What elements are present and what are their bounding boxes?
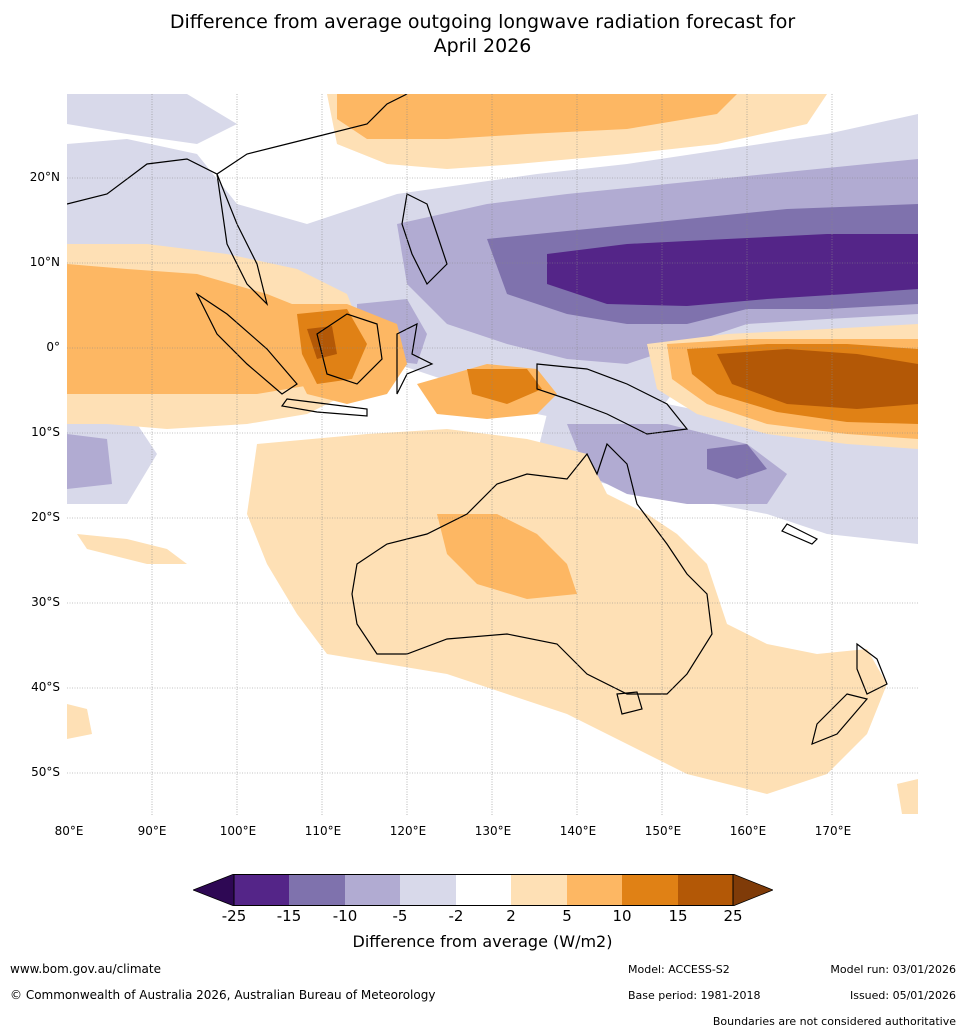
- colorbar-tick: 5: [562, 907, 572, 925]
- lat-label-30s: 30°S: [31, 595, 60, 609]
- lat-label-10n: 10°N: [29, 255, 60, 269]
- footer-copyright: © Commonwealth of Australia 2026, Austra…: [10, 988, 436, 1002]
- footer-disclaimer: Boundaries are not considered authoritat…: [712, 1015, 956, 1028]
- colorbar-bin-n15-10: [289, 874, 345, 906]
- lon-label-100e: 100°E: [219, 824, 257, 838]
- footer-base-period: Base period: 1981-2018: [628, 989, 761, 1002]
- lat-label-10s: 10°S: [31, 425, 60, 439]
- title-line-2: April 2026: [433, 35, 532, 57]
- lon-label-90e: 90°E: [137, 824, 167, 838]
- colorbar-tick: -15: [276, 907, 302, 925]
- lat-label-50s: 50°S: [31, 765, 60, 779]
- chart-title: Difference from average outgoing longwav…: [0, 10, 965, 58]
- colorbar-tick: 10: [612, 907, 632, 925]
- colorbar-under-arrow: [193, 874, 235, 906]
- lon-label-140e: 140°E: [559, 824, 597, 838]
- lon-label-80e: 80°E: [54, 824, 84, 838]
- colorbar-bin-p5-10: [567, 874, 622, 906]
- colorbar-title: Difference from average (W/m2): [352, 932, 613, 951]
- colorbar-bin-n10-5: [345, 874, 400, 906]
- colorbar-bin-p2-5: [511, 874, 567, 906]
- colorbar-tick: 25: [723, 907, 743, 925]
- anomaly-n25-15-regions: [547, 234, 918, 306]
- colorbar-bin-n2-2: [456, 874, 511, 906]
- gridlines: [67, 94, 918, 816]
- lon-label-120e: 120°E: [389, 824, 427, 838]
- lon-label-160e: 160°E: [729, 824, 767, 838]
- lat-label-20s: 20°S: [31, 510, 60, 524]
- anomaly-map: [67, 94, 918, 816]
- colorbar-tick: 2: [506, 907, 516, 925]
- lon-label-110e: 110°E: [304, 824, 342, 838]
- colorbar-tick: -25: [221, 907, 247, 925]
- colorbar-tick: 15: [668, 907, 688, 925]
- title-line-1: Difference from average outgoing longwav…: [169, 11, 796, 33]
- lon-label-130e: 130°E: [474, 824, 512, 838]
- footer-website[interactable]: www.bom.gov.au/climate: [10, 962, 161, 976]
- footer-issued: Issued: 05/01/2026: [849, 989, 956, 1002]
- lat-label-20n: 20°N: [29, 170, 60, 184]
- colorbar-bin-n25-15: [234, 874, 289, 906]
- colorbar-bin-n5-2: [400, 874, 456, 906]
- lat-label-0: 0°: [46, 340, 60, 354]
- colorbar-bin-p15-25: [678, 874, 733, 906]
- lat-label-40s: 40°S: [31, 680, 60, 694]
- colorbar-over-arrow: [732, 874, 773, 906]
- footer-model: Model: ACCESS-S2: [628, 963, 730, 976]
- lon-label-150e: 150°E: [644, 824, 682, 838]
- colorbar-tick: -10: [332, 907, 358, 925]
- colorbar: [193, 874, 773, 906]
- colorbar-tick: -5: [392, 907, 408, 925]
- colorbar-frame: [233, 874, 734, 906]
- colorbar-bin-p10-15: [622, 874, 678, 906]
- footer-model-run: Model run: 03/01/2026: [830, 963, 956, 976]
- map-panel: [67, 94, 918, 816]
- lon-label-170e: 170°E: [814, 824, 852, 838]
- colorbar-tick: -2: [448, 907, 464, 925]
